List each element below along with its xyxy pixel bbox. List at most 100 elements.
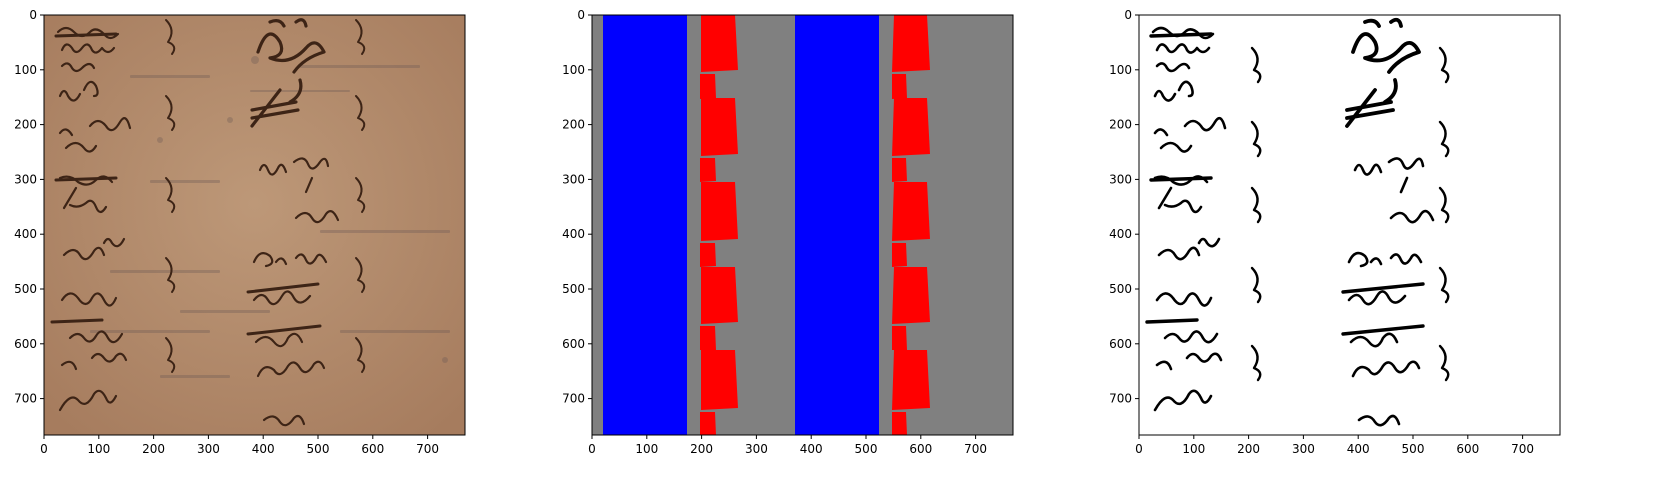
x-tick-label: 600: [909, 442, 932, 456]
y-tick: 100: [14, 63, 44, 77]
x-tick: 500: [307, 435, 329, 456]
axes-frame: [1138, 14, 1561, 436]
y-tick-label: 700: [1109, 392, 1132, 406]
x-tick-label: 300: [745, 442, 768, 456]
x-tick-label: 600: [1456, 442, 1479, 456]
x-tick-label: 100: [87, 442, 110, 456]
y-tick-label: 500: [562, 282, 585, 296]
x-tick-label: 400: [800, 442, 823, 456]
x-tick: 400: [252, 435, 275, 456]
x-tick: 100: [87, 435, 110, 456]
y-axis-ticks: 0 100 200 300 400 500 600 700: [562, 8, 592, 406]
x-tick-label: 0: [588, 442, 596, 456]
x-tick: 600: [1456, 435, 1479, 456]
y-tick: 300: [1109, 172, 1139, 186]
x-tick-label: 700: [964, 442, 987, 456]
x-tick: 0: [588, 435, 596, 456]
x-tick: 200: [1237, 435, 1260, 456]
y-tick: 400: [1109, 227, 1139, 241]
x-tick: 700: [1511, 435, 1534, 456]
x-tick-label: 600: [361, 442, 384, 456]
y-tick: 600: [562, 337, 592, 351]
binary-margin-brackets: [1250, 46, 1450, 382]
y-tick-label: 700: [562, 392, 585, 406]
y-axis-ticks: 0 100 200 300 400 500 600 700: [1109, 8, 1139, 406]
x-axis-ticks: 0 100 200 300 400 500 600 700: [1135, 435, 1534, 456]
y-tick-label: 100: [562, 63, 585, 77]
x-tick: 400: [1347, 435, 1370, 456]
x-tick-label: 300: [197, 442, 220, 456]
x-tick-label: 100: [635, 442, 658, 456]
y-tick-label: 200: [562, 118, 585, 132]
y-tick-label: 0: [1124, 8, 1132, 22]
y-tick: 0: [577, 8, 592, 22]
x-tick: 100: [1182, 435, 1205, 456]
x-tick-label: 400: [252, 442, 275, 456]
x-tick: 300: [197, 435, 220, 456]
y-tick-label: 500: [1109, 282, 1132, 296]
marker-regions-right: [892, 15, 930, 435]
x-tick: 0: [1135, 435, 1143, 456]
y-tick-label: 400: [1109, 227, 1132, 241]
mask-image: [592, 15, 1013, 435]
y-tick: 400: [562, 227, 592, 241]
x-tick-label: 400: [1347, 442, 1370, 456]
x-tick-label: 500: [1402, 442, 1425, 456]
y-tick-label: 200: [1109, 118, 1132, 132]
y-tick: 600: [14, 337, 44, 351]
axes-frame: [591, 14, 1014, 436]
y-tick: 700: [562, 392, 592, 406]
y-tick: 500: [562, 282, 592, 296]
x-tick: 300: [745, 435, 768, 456]
y-tick-label: 700: [14, 392, 37, 406]
x-tick-label: 0: [40, 442, 48, 456]
y-tick-label: 600: [14, 337, 37, 351]
y-tick-label: 0: [29, 8, 37, 22]
y-tick: 200: [1109, 118, 1139, 132]
x-tick: 200: [690, 435, 713, 456]
manuscript-image: [44, 15, 465, 435]
x-tick-label: 100: [1182, 442, 1205, 456]
x-tick-label: 300: [1292, 442, 1315, 456]
x-tick: 0: [40, 435, 48, 456]
x-axis-ticks: 0 100 200 300 400 500 600 700: [588, 435, 987, 456]
x-tick: 500: [1402, 435, 1425, 456]
panel-binarized-image: 0 100 200 300 400 500 600 700 0 100 200 …: [1109, 8, 1561, 456]
binarized-handwriting: [1145, 17, 1450, 427]
y-tick: 500: [14, 282, 44, 296]
y-tick-label: 500: [14, 282, 37, 296]
handwriting: [50, 18, 366, 427]
x-axis-ticks: 0 100 200 300 400 500 600 700: [40, 435, 439, 456]
panel-segmentation-mask: 0 100 200 300 400 500 600 700 0 100 200 …: [562, 8, 1014, 456]
y-tick-label: 200: [14, 118, 37, 132]
y-tick: 500: [1109, 282, 1139, 296]
panel-manuscript-photo: 0 100 200 300 400 500 600 700 0 100 200 …: [14, 8, 466, 456]
y-tick: 300: [562, 172, 592, 186]
x-tick-label: 700: [1511, 442, 1534, 456]
y-tick: 0: [1124, 8, 1139, 22]
margin-brackets: [165, 19, 366, 373]
x-tick: 700: [416, 435, 439, 456]
x-tick-label: 200: [142, 442, 165, 456]
y-tick-label: 600: [1109, 337, 1132, 351]
y-tick: 100: [1109, 63, 1139, 77]
bleed-through-marks: [90, 56, 450, 378]
x-tick: 500: [855, 435, 878, 456]
paper-background: [44, 15, 465, 435]
x-tick-label: 500: [855, 442, 878, 456]
binary-background: [1139, 15, 1560, 435]
y-tick-label: 400: [14, 227, 37, 241]
axes-frame: [43, 14, 466, 436]
y-tick-label: 400: [562, 227, 585, 241]
text-region-left: [603, 15, 687, 435]
y-tick: 200: [14, 118, 44, 132]
y-tick: 400: [14, 227, 44, 241]
x-tick-label: 0: [1135, 442, 1143, 456]
x-tick: 300: [1292, 435, 1315, 456]
y-tick-label: 100: [14, 63, 37, 77]
x-tick: 700: [964, 435, 987, 456]
x-tick: 600: [361, 435, 384, 456]
binary-image: [1139, 15, 1560, 435]
y-tick-label: 0: [577, 8, 585, 22]
